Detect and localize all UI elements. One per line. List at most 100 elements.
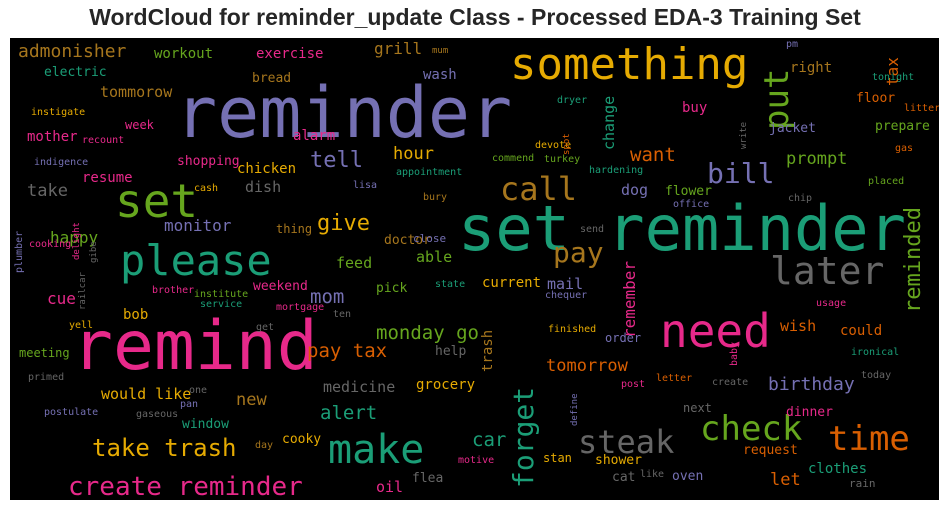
word-grill: grill [374, 39, 423, 58]
word-litter: litter [904, 103, 939, 114]
word-bill: bill [707, 157, 775, 190]
chart-title: WordCloud for reminder_update Class - Pr… [89, 4, 861, 30]
word-post: post [621, 379, 646, 390]
word-dryer: dryer [557, 95, 588, 106]
word-appointment: appointment [396, 167, 463, 178]
word-close: close [413, 232, 447, 245]
word-exercise: exercise [256, 46, 324, 62]
word-turkey: turkey [544, 154, 581, 165]
word-gaseous: gaseous [136, 409, 179, 420]
word-able: able [416, 248, 453, 266]
word-service: service [200, 299, 243, 310]
word-ten: ten [333, 309, 352, 320]
word-flower: flower [665, 184, 712, 199]
word-tomorrow: tomorrow [546, 356, 628, 376]
word-railcar: railcar [78, 272, 88, 310]
word-new: new [236, 390, 267, 410]
word-get: get [256, 322, 275, 333]
word-pan: pan [180, 399, 199, 410]
word-need: need [660, 304, 771, 358]
word-baby: baby [729, 341, 740, 366]
word-motive: motive [458, 455, 495, 466]
word-usage: usage [816, 298, 847, 309]
word-remember: remember [620, 260, 639, 338]
word-create-reminder: create reminder [68, 472, 303, 500]
word-resume: resume [82, 170, 133, 186]
word-mother: mother [27, 129, 78, 145]
word-institute: institute [194, 289, 249, 300]
word-please: please [120, 236, 272, 285]
word-workout: workout [154, 46, 214, 62]
word-pay-tax: pay tax [307, 340, 388, 362]
word-reminder: reminder [175, 72, 513, 154]
word-mail: mail [547, 275, 584, 293]
word-let: let [770, 470, 801, 490]
word-weekend: weekend [253, 279, 308, 294]
word-cooking: cooking [29, 239, 72, 250]
word-medicine: medicine [323, 378, 396, 396]
word-want: want [630, 144, 676, 166]
word-take-trash: take trash [92, 434, 237, 462]
word-placed: placed [868, 176, 905, 187]
word-happy: happy [50, 228, 99, 247]
word-mom: mom [310, 286, 345, 308]
word-one: one [189, 385, 208, 396]
word-cue: cue [47, 289, 76, 308]
word-prepare: prepare [875, 119, 930, 134]
word-alert: alert [320, 402, 378, 424]
word-right: right [790, 60, 833, 76]
word-grocery: grocery [416, 377, 476, 393]
word-help: help [435, 344, 467, 359]
word-electric: electric [44, 65, 107, 80]
word-bread: bread [252, 71, 292, 86]
word-chequer: chequer [545, 290, 588, 301]
wordcloud-canvas: reminder set reminder remind something need p… [10, 38, 939, 500]
word-thing: thing [276, 222, 313, 236]
word-shower: shower [595, 453, 642, 468]
word-mum: mum [432, 46, 449, 56]
word-create: create [712, 377, 749, 388]
word-remind: remind [72, 307, 318, 386]
word-window: window [182, 417, 229, 432]
word-wish: wish [780, 317, 817, 335]
word-cooky: cooky [282, 432, 322, 447]
word-admonisher: admonisher [18, 41, 127, 62]
word-ironical: ironical [851, 347, 900, 358]
word-define: define [570, 393, 580, 426]
word-delight: delight [72, 222, 82, 260]
word-buy: buy [682, 100, 708, 116]
word-finished: finished [548, 324, 597, 335]
word-dog: dog [621, 181, 649, 199]
word-oil: oil [376, 478, 404, 496]
word-letter: letter [656, 373, 693, 384]
word-alarm: alarm [293, 128, 336, 144]
word-state: state [435, 279, 466, 290]
word-gas: gas [895, 143, 914, 154]
word-would-like: would like [101, 385, 192, 403]
word-monitor: monitor [164, 216, 232, 235]
word-birthday: birthday [768, 374, 855, 395]
word-today: today [861, 370, 892, 381]
word-recount: recount [82, 135, 125, 146]
word-tell: tell [310, 148, 363, 173]
word-jacket: jacket [769, 121, 816, 136]
word-monday-go: monday go [376, 322, 479, 344]
word-indigence: indigence [34, 157, 89, 168]
word-check: check [700, 409, 803, 449]
word-set-reminder: set reminder [458, 192, 906, 265]
word-tonight: tonight [872, 72, 915, 83]
word-write: write [739, 121, 749, 149]
word-set: set [115, 174, 199, 228]
word-bob: bob [123, 307, 149, 323]
word-meeting: meeting [19, 346, 70, 360]
word-yell: yell [69, 320, 94, 331]
word-day: day [255, 440, 274, 451]
word-like: like [640, 469, 665, 480]
word-prompt: prompt [786, 149, 848, 169]
word-next: next [683, 401, 712, 415]
word-dinner: dinner [786, 405, 833, 420]
word-cash: cash [194, 183, 219, 194]
word-something: something [510, 39, 749, 90]
word-oven: oven [672, 469, 704, 484]
word-pay: pay [553, 236, 604, 269]
